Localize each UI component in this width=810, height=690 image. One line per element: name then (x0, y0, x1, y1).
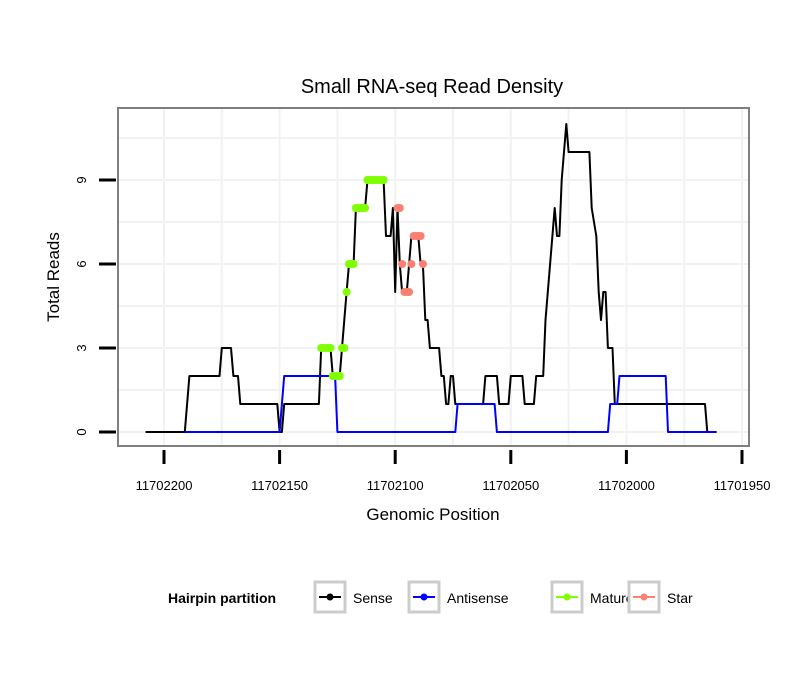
chart-title: Small RNA-seq Read Density (301, 76, 563, 98)
series-layer (145, 123, 717, 433)
data-point-star (395, 204, 404, 212)
legend-title: Hairpin partition (168, 590, 276, 606)
y-axis-title: Total Reads (44, 232, 63, 322)
legend-label: Mature (590, 590, 634, 606)
x-tick-label: 11702050 (482, 478, 539, 493)
plot-panel-background (118, 108, 749, 446)
legend-key-point (420, 593, 428, 601)
legend-key-point (326, 593, 334, 601)
y-tick-label: 6 (74, 260, 89, 267)
x-tick-label: 11702100 (367, 478, 424, 493)
data-point-mature (349, 260, 358, 268)
data-point-star (405, 288, 414, 296)
legend: Hairpin partition Sense Antisense Mature St… (168, 580, 693, 614)
data-point-mature (342, 288, 351, 296)
data-point-mature (340, 344, 349, 352)
plot-panel-border (117, 107, 750, 447)
y-axis: 0 3 6 9 (74, 176, 116, 436)
x-axis-title: Genomic Position (366, 505, 499, 524)
legend-key-point (563, 593, 571, 601)
x-tick-label: 11702200 (136, 478, 193, 493)
series-line-antisense (184, 375, 717, 433)
x-tick-label: 11702000 (598, 478, 655, 493)
legend-label: Antisense (447, 590, 509, 606)
legend-item-star: Star (627, 580, 693, 614)
x-axis: 11702200 11702150 11702100 11702050 11702000… (136, 450, 771, 493)
legend-label: Sense (353, 590, 393, 606)
x-tick-label: 11702150 (251, 478, 308, 493)
data-point-mature (326, 344, 335, 352)
data-point-star (416, 232, 425, 240)
data-point-star (418, 260, 427, 268)
data-point-star (398, 260, 407, 268)
y-tick-label: 3 (74, 344, 89, 351)
legend-item-antisense: Antisense (407, 580, 509, 614)
data-point-mature (335, 372, 344, 380)
y-tick-label: 0 (74, 428, 89, 435)
data-point-star (407, 260, 416, 268)
y-tick-label: 9 (74, 176, 89, 183)
legend-key-point (640, 593, 648, 601)
legend-label: Star (667, 590, 693, 606)
data-point-mature (379, 176, 388, 184)
legend-item-mature: Mature (550, 580, 634, 614)
x-tick-label: 11701950 (714, 478, 771, 493)
legend-item-sense: Sense (313, 580, 393, 614)
series-line-sense (145, 123, 717, 433)
data-point-mature (361, 204, 370, 212)
